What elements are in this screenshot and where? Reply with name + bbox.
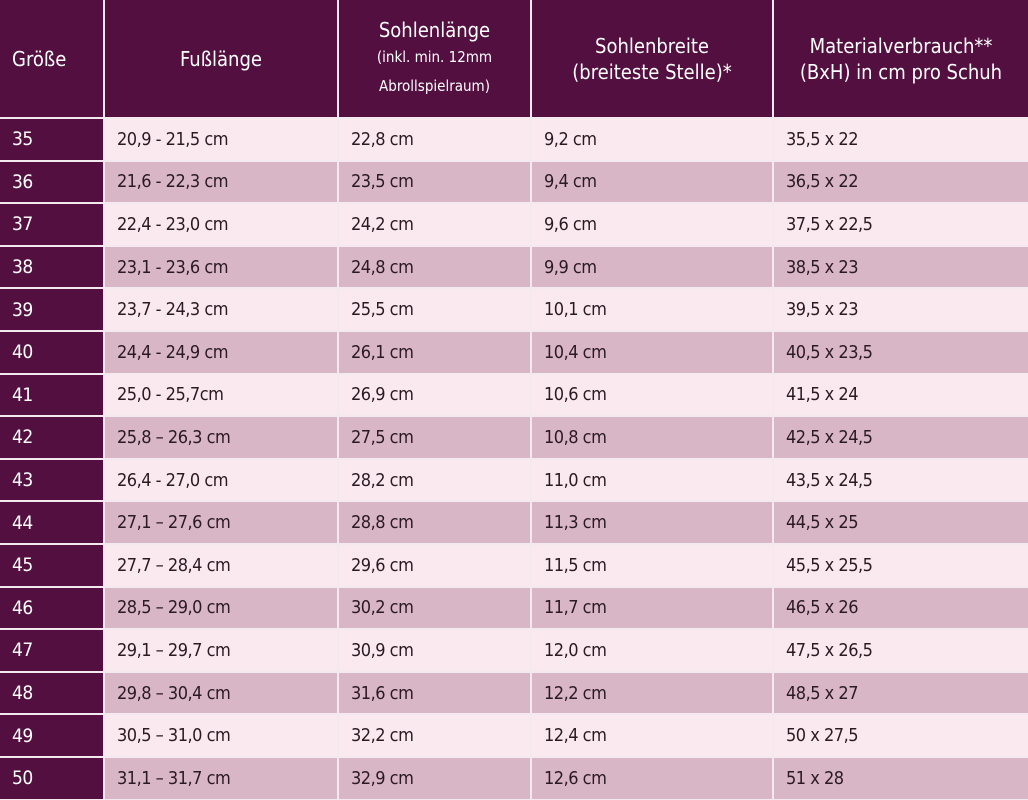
size-cell: 38: [0, 246, 103, 288]
foot-length-cell: 28,5 – 29,0 cm: [105, 587, 337, 629]
material-cell: 46,5 x 26: [774, 587, 1028, 629]
foot-length-cell: 27,7 – 28,4 cm: [105, 544, 337, 586]
foot-length-cell: 24,4 - 24,9 cm: [105, 331, 337, 373]
sole-width-cell: 12,4 cm: [532, 715, 772, 756]
size-cell: 46: [0, 587, 103, 629]
material-cell: 35,5 x 22: [774, 119, 1028, 160]
sole-width-cell: 10,4 cm: [532, 331, 772, 373]
foot-length-cell: 31,1 – 31,7 cm: [105, 757, 337, 799]
sole-width-cell: 10,6 cm: [532, 374, 772, 416]
header-material-note: (BxH) in cm pro Schuh: [799, 59, 1003, 84]
size-cell: 49: [0, 715, 103, 756]
foot-length-cell: 21,6 - 22,3 cm: [105, 161, 337, 203]
sole-length-cell: 26,1 cm: [339, 331, 530, 373]
sole-length-cell: 31,6 cm: [339, 672, 530, 714]
sole-length-cell: 30,9 cm: [339, 630, 530, 671]
header-sole-length: Sohlenlänge (inkl. min. 12mm Abrollspiel…: [339, 0, 530, 117]
sole-width-cell: 11,3 cm: [532, 502, 772, 543]
sole-width-cell: 12,2 cm: [532, 672, 772, 714]
sole-length-cell: 24,2 cm: [339, 204, 530, 245]
sole-length-cell: 27,5 cm: [339, 417, 530, 458]
sole-width-cell: 12,6 cm: [532, 757, 772, 799]
material-cell: 44,5 x 25: [774, 502, 1028, 543]
foot-length-cell: 29,8 – 30,4 cm: [105, 672, 337, 714]
header-material: Materialverbrauch** (BxH) in cm pro Schu…: [774, 0, 1028, 117]
foot-length-cell: 23,1 - 23,6 cm: [105, 246, 337, 288]
material-cell: 47,5 x 26,5: [774, 630, 1028, 671]
sole-width-cell: 9,9 cm: [532, 246, 772, 288]
sole-length-cell: 26,9 cm: [339, 374, 530, 416]
foot-length-cell: 29,1 – 29,7 cm: [105, 630, 337, 671]
header-foot-length-label: Fußlänge: [180, 46, 262, 71]
size-cell: 50: [0, 757, 103, 799]
sole-length-cell: 32,2 cm: [339, 715, 530, 756]
sole-length-cell: 29,6 cm: [339, 544, 530, 586]
sole-length-cell: 24,8 cm: [339, 246, 530, 288]
sole-width-cell: 9,2 cm: [532, 119, 772, 160]
sole-width-cell: 10,8 cm: [532, 417, 772, 458]
header-size-label: Größe: [12, 46, 67, 71]
material-cell: 38,5 x 23: [774, 246, 1028, 288]
sole-length-cell: 28,2 cm: [339, 459, 530, 501]
foot-length-cell: 26,4 - 27,0 cm: [105, 459, 337, 501]
material-cell: 41,5 x 24: [774, 374, 1028, 416]
size-cell: 41: [0, 374, 103, 416]
sole-length-cell: 30,2 cm: [339, 587, 530, 629]
material-cell: 51 x 28: [774, 757, 1028, 799]
material-cell: 37,5 x 22,5: [774, 204, 1028, 245]
foot-length-cell: 23,7 - 24,3 cm: [105, 289, 337, 330]
material-cell: 42,5 x 24,5: [774, 417, 1028, 458]
header-sole-width-label: Sohlenbreite: [595, 33, 709, 58]
material-cell: 39,5 x 23: [774, 289, 1028, 330]
sole-width-cell: 9,6 cm: [532, 204, 772, 245]
sole-length-cell: 23,5 cm: [339, 161, 530, 203]
foot-length-cell: 25,8 – 26,3 cm: [105, 417, 337, 458]
material-cell: 50 x 27,5: [774, 715, 1028, 756]
header-sole-length-note: (inkl. min. 12mm: [376, 48, 493, 66]
sole-width-cell: 12,0 cm: [532, 630, 772, 671]
size-cell: 47: [0, 630, 103, 671]
size-cell: 36: [0, 161, 103, 203]
sole-length-cell: 25,5 cm: [339, 289, 530, 330]
foot-length-cell: 20,9 - 21,5 cm: [105, 119, 337, 160]
sole-length-cell: 22,8 cm: [339, 119, 530, 160]
size-cell: 43: [0, 459, 103, 501]
material-cell: 45,5 x 25,5: [774, 544, 1028, 586]
header-sole-width-note: (breiteste Stelle)*: [572, 59, 732, 84]
header-material-label: Materialverbrauch**: [809, 33, 993, 58]
foot-length-cell: 22,4 - 23,0 cm: [105, 204, 337, 245]
sole-length-cell: 32,9 cm: [339, 757, 530, 799]
material-cell: 48,5 x 27: [774, 672, 1028, 714]
material-cell: 36,5 x 22: [774, 161, 1028, 203]
foot-length-cell: 25,0 - 25,7cm: [105, 374, 337, 416]
size-cell: 39: [0, 289, 103, 330]
header-sole-length-label: Sohlenlänge: [378, 18, 491, 42]
sole-width-cell: 9,4 cm: [532, 161, 772, 203]
sole-width-cell: 10,1 cm: [532, 289, 772, 330]
size-cell: 42: [0, 417, 103, 458]
header-sole-length-note: Abrollspielraum): [379, 76, 490, 95]
header-foot-length: Fußlänge: [105, 0, 337, 117]
size-cell: 48: [0, 672, 103, 714]
sole-width-cell: 11,5 cm: [532, 544, 772, 586]
size-cell: 37: [0, 204, 103, 245]
sole-length-cell: 28,8 cm: [339, 502, 530, 543]
material-cell: 43,5 x 24,5: [774, 459, 1028, 501]
size-cell: 44: [0, 502, 103, 543]
size-cell: 45: [0, 544, 103, 586]
sole-width-cell: 11,7 cm: [532, 587, 772, 629]
foot-length-cell: 27,1 – 27,6 cm: [105, 502, 337, 543]
header-sole-width: Sohlenbreite (breiteste Stelle)*: [532, 0, 772, 117]
sole-width-cell: 11,0 cm: [532, 459, 772, 501]
material-cell: 40,5 x 23,5: [774, 331, 1028, 373]
size-cell: 35: [0, 119, 103, 160]
foot-length-cell: 30,5 – 31,0 cm: [105, 715, 337, 756]
header-size: Größe: [0, 0, 103, 117]
size-cell: 40: [0, 331, 103, 373]
